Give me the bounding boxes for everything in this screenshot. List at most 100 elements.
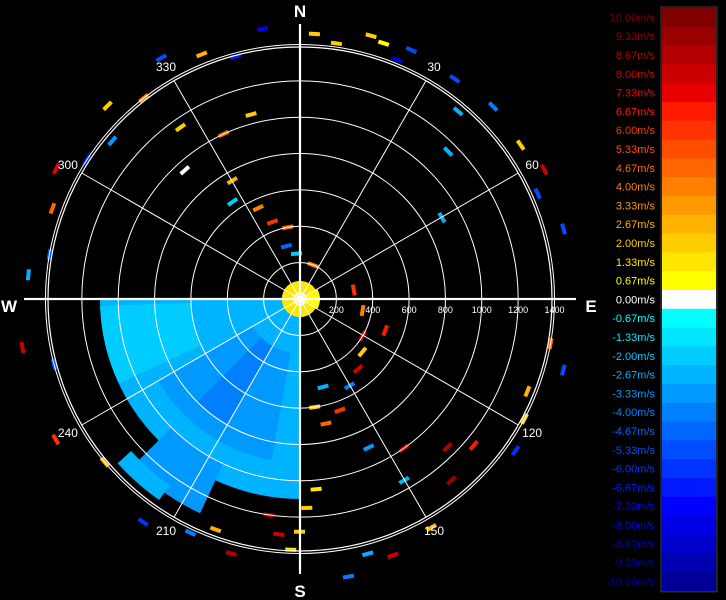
velocity-cell-65: [179, 165, 191, 176]
velocity-cell-44: [184, 528, 197, 537]
velocity-cell-56: [102, 100, 113, 112]
legend-swatch: [662, 459, 716, 479]
velocity-cell-4: [405, 46, 418, 55]
velocity-cell-74: [350, 284, 357, 296]
velocity-cell-7: [452, 106, 464, 117]
legend-swatch: [662, 64, 716, 84]
velocity-cell-78: [381, 324, 390, 337]
velocity-cell-41: [317, 383, 329, 391]
legend-label: -5.33m/s: [612, 445, 655, 457]
velocity-cell-61: [256, 26, 269, 32]
range-tick-label-600: 600: [402, 305, 417, 315]
velocity-cell-77: [357, 346, 368, 358]
azimuth-tick-label-330: 330: [156, 60, 176, 74]
azimuth-tick-label-300: 300: [58, 158, 78, 172]
legend-swatch: [662, 158, 716, 178]
velocity-cell-67: [252, 204, 265, 213]
velocity-cell-59: [195, 50, 208, 59]
velocity-cell-75: [359, 304, 366, 317]
azimuth-spoke-30: [299, 80, 427, 300]
color-scale-legend: 10.00m/s 9.33m/s 8.67m/s 8.00m/s 7.33m/s 6.67…: [606, 6, 718, 593]
compass-south-label: S: [294, 582, 305, 600]
velocity-sector-3: [197, 337, 273, 425]
legend-label: -3.33m/s: [612, 388, 655, 400]
velocity-cell-45: [137, 517, 149, 527]
velocity-sector-4: [117, 451, 170, 501]
origin-tick: [295, 294, 301, 300]
velocity-cell-62: [174, 122, 187, 133]
velocity-cell-42: [225, 550, 238, 557]
range-tick-label-800: 800: [438, 305, 453, 315]
velocity-cell-50: [25, 269, 31, 281]
velocity-sectors: [100, 280, 320, 514]
velocity-cell-10: [539, 163, 549, 176]
azimuth-tick-label-210: 210: [156, 524, 176, 538]
velocity-cell-17: [523, 385, 532, 398]
velocity-cell-11: [533, 187, 542, 200]
velocity-cell-2: [330, 40, 343, 47]
legend-label: 8.67m/s: [616, 50, 656, 62]
velocity-cell-27: [362, 443, 375, 452]
velocity-cell-9: [515, 139, 526, 151]
legend-swatch: [662, 233, 716, 253]
velocity-cell-12: [560, 223, 567, 235]
velocity-cell-20: [468, 439, 479, 451]
legend-label: 4.00m/s: [616, 182, 656, 194]
velocity-cell-66: [226, 197, 239, 207]
velocity-cell-31: [301, 505, 313, 511]
azimuth-spoke-150: [299, 298, 427, 518]
legend-swatch: [662, 402, 716, 423]
legend-swatch: [662, 102, 716, 122]
legend-label: 9.33m/s: [616, 31, 656, 43]
legend-label: 2.67m/s: [616, 219, 656, 231]
legend-label: 6.67m/s: [616, 106, 656, 118]
range-tick-label-1000: 1000: [472, 305, 492, 315]
velocity-cell-16: [559, 364, 567, 376]
origin-tick: [295, 298, 301, 304]
velocity-cell-5: [391, 55, 404, 64]
legend-swatch: [662, 365, 716, 385]
legend-label: 5.33m/s: [616, 144, 656, 156]
compass-west-label: W: [1, 297, 18, 316]
legend-label: -1.33m/s: [612, 332, 655, 344]
legend-swatch: [662, 83, 716, 103]
legend-swatch: [662, 214, 716, 235]
legend-swatch: [662, 290, 716, 310]
velocity-cell-6: [449, 74, 461, 84]
legend-swatch: [662, 271, 716, 291]
azimuth-spoke-120: [299, 298, 519, 426]
azimuth-tick-label-30: 30: [427, 60, 441, 74]
velocity-cell-34: [273, 531, 285, 537]
azimuth-labels: 30 60 120 150 210 240 300 330: [58, 60, 543, 538]
velocity-cell-43: [209, 525, 222, 534]
velocity-cell-36: [320, 420, 332, 427]
legend-label: -7.33m/s: [612, 501, 655, 513]
legend-label: -4.00m/s: [612, 407, 655, 419]
legend-swatch: [662, 496, 716, 517]
azimuth-spoke-210: [173, 298, 301, 518]
velocity-cell-24: [386, 551, 399, 560]
legend-swatch: [662, 26, 716, 47]
legend-label: 1.33m/s: [616, 257, 656, 269]
polar-grid: [24, 24, 576, 574]
velocity-cell-22: [446, 475, 458, 486]
azimuth-tick-label-120: 120: [522, 426, 542, 440]
legend-swatch: [662, 139, 716, 159]
azimuth-tick-label-240: 240: [58, 426, 78, 440]
velocity-cell-53: [51, 163, 61, 175]
legend-label: 3.33m/s: [616, 200, 656, 212]
legend-swatch: [662, 440, 716, 460]
legend-label: -0.67m/s: [612, 313, 655, 325]
velocity-sector-2: [132, 427, 224, 514]
legend-swatch: [662, 572, 716, 592]
legend-swatch: [662, 327, 716, 347]
legend-label: 2.00m/s: [616, 238, 656, 250]
legend-swatch: [662, 196, 716, 216]
velocity-cell-30: [310, 486, 322, 492]
velocity-cell-64: [245, 111, 257, 118]
velocity-cell-40: [352, 363, 364, 375]
velocity-cell-8: [487, 101, 499, 112]
velocity-cell-52: [48, 202, 57, 215]
legend-swatch: [662, 8, 716, 28]
legend-swatch: [662, 45, 716, 65]
